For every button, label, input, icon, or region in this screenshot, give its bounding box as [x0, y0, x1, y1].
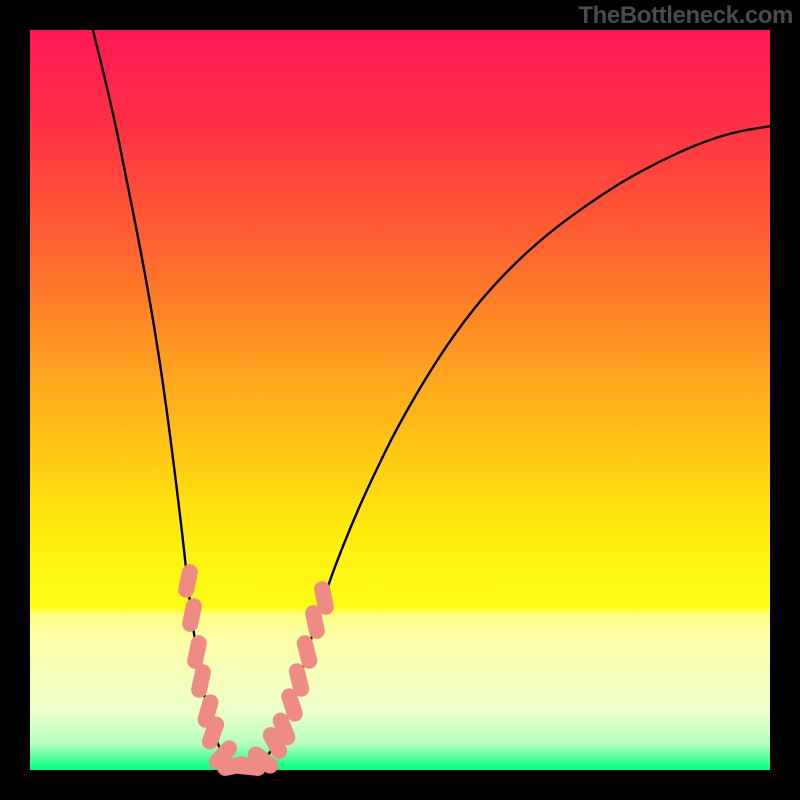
watermark-text: TheBottleneck.com: [578, 2, 793, 30]
chart-container: TheBottleneck.com: [0, 0, 800, 800]
curve-svg: [30, 30, 770, 770]
curve-right: [241, 126, 770, 768]
curve-left: [93, 30, 241, 768]
plot-area: [30, 30, 770, 770]
